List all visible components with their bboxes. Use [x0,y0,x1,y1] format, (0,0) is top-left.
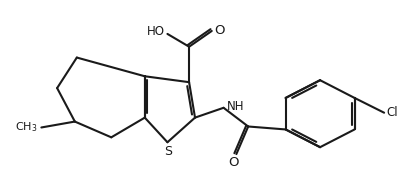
Text: NH: NH [226,100,244,113]
Text: Cl: Cl [386,106,398,119]
Text: O: O [215,24,225,37]
Text: O: O [228,156,239,169]
Text: HO: HO [146,25,164,39]
Text: CH$_3$: CH$_3$ [15,121,37,134]
Text: S: S [164,145,172,158]
